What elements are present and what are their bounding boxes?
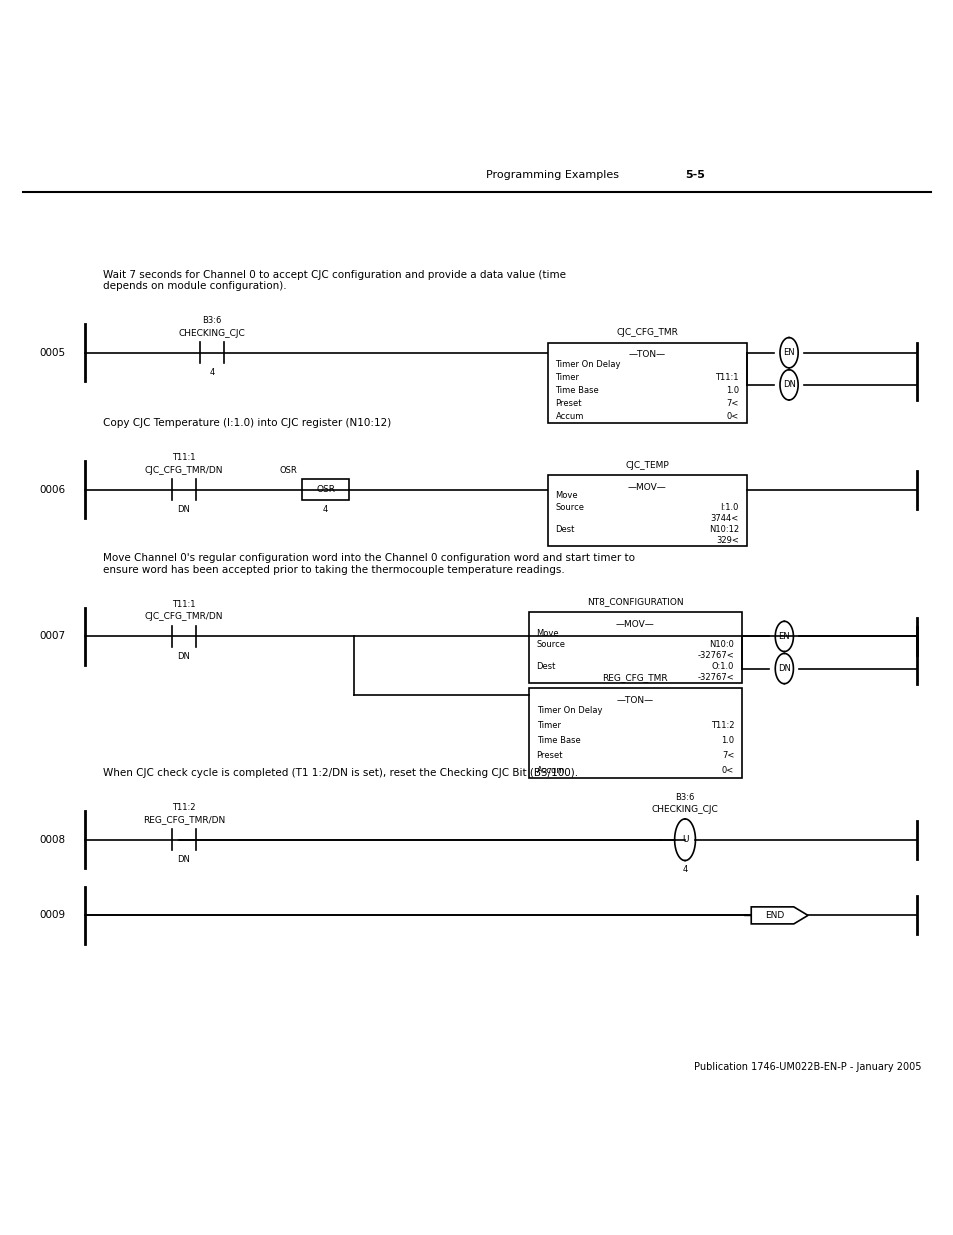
- Text: 0<: 0<: [726, 412, 739, 421]
- Text: Time Base: Time Base: [555, 387, 598, 395]
- Text: 7<: 7<: [726, 399, 739, 408]
- Text: END: END: [764, 911, 783, 920]
- Text: Move Channel 0's regular configuration word into the Channel 0 configuration wor: Move Channel 0's regular configuration w…: [103, 553, 635, 576]
- Text: T11:2: T11:2: [172, 803, 195, 813]
- Text: -32767<: -32767<: [697, 673, 734, 682]
- Text: DN: DN: [177, 652, 190, 661]
- Bar: [529, 688, 741, 778]
- Text: EN: EN: [782, 348, 794, 357]
- Text: Programming Examples: Programming Examples: [485, 169, 618, 180]
- Text: —MOV—: —MOV—: [616, 620, 654, 629]
- Bar: [529, 613, 741, 683]
- Text: DN: DN: [177, 505, 190, 514]
- Text: U: U: [681, 835, 687, 845]
- Text: 1.0: 1.0: [725, 387, 739, 395]
- Text: Timer On Delay: Timer On Delay: [555, 359, 620, 369]
- Bar: [547, 475, 746, 546]
- Text: O:1.0: O:1.0: [711, 662, 734, 671]
- Text: Move: Move: [536, 629, 558, 637]
- Text: 4: 4: [323, 505, 328, 514]
- Text: —TON—: —TON—: [628, 351, 665, 359]
- Text: Copy CJC Temperature (I:1.0) into CJC register (N10:12): Copy CJC Temperature (I:1.0) into CJC re…: [103, 419, 392, 429]
- Text: I:1.0: I:1.0: [720, 503, 739, 511]
- Text: DN: DN: [781, 380, 795, 389]
- Text: CJC_TEMP: CJC_TEMP: [624, 461, 668, 469]
- Text: EN: EN: [778, 632, 789, 641]
- Bar: [547, 343, 746, 424]
- Text: DN: DN: [777, 664, 790, 673]
- Text: Timer: Timer: [555, 373, 578, 382]
- Text: Source: Source: [555, 503, 584, 511]
- Text: 3744<: 3744<: [710, 514, 739, 522]
- Text: CHECKING_CJC: CHECKING_CJC: [651, 805, 718, 814]
- Text: Dest: Dest: [536, 662, 556, 671]
- Text: Accum: Accum: [536, 766, 564, 774]
- Text: OSR: OSR: [315, 485, 335, 494]
- Text: T11:1: T11:1: [172, 453, 195, 462]
- Polygon shape: [750, 906, 807, 924]
- Text: —TON—: —TON—: [617, 695, 653, 704]
- Text: 329<: 329<: [716, 536, 739, 545]
- Text: REG_CFG_TMR: REG_CFG_TMR: [602, 673, 667, 682]
- Text: CJC_CFG_TMR/DN: CJC_CFG_TMR/DN: [145, 613, 223, 621]
- Text: T11:1: T11:1: [172, 600, 195, 609]
- Text: DN: DN: [177, 855, 190, 863]
- Text: Accum: Accum: [555, 412, 583, 421]
- Text: 5-5: 5-5: [684, 169, 704, 180]
- Text: 0005: 0005: [39, 348, 66, 358]
- Text: Publication 1746-UM022B-EN-P - January 2005: Publication 1746-UM022B-EN-P - January 2…: [693, 1062, 921, 1072]
- Text: NT8_CONFIGURATION: NT8_CONFIGURATION: [586, 598, 683, 606]
- Text: Time Base: Time Base: [536, 736, 579, 745]
- Text: —MOV—: —MOV—: [627, 483, 666, 492]
- Text: REG_CFG_TMR/DN: REG_CFG_TMR/DN: [143, 815, 225, 825]
- Text: 0007: 0007: [39, 631, 66, 641]
- Text: OSR: OSR: [279, 466, 297, 474]
- Text: Timer: Timer: [536, 721, 560, 730]
- Text: 0009: 0009: [39, 910, 66, 920]
- Text: 0008: 0008: [39, 835, 66, 845]
- Text: T11:1: T11:1: [715, 373, 739, 382]
- Text: B3:6: B3:6: [675, 793, 694, 802]
- Text: 7<: 7<: [721, 751, 734, 760]
- Text: 0<: 0<: [721, 766, 734, 774]
- Text: When CJC check cycle is completed (T1 1:2/DN is set), reset the Checking CJC Bit: When CJC check cycle is completed (T1 1:…: [103, 768, 578, 778]
- Text: B3:6: B3:6: [202, 316, 222, 325]
- Text: Move: Move: [555, 492, 578, 500]
- Text: Dest: Dest: [555, 525, 575, 534]
- Text: 4: 4: [210, 368, 214, 377]
- Text: CJC_CFG_TMR/DN: CJC_CFG_TMR/DN: [145, 466, 223, 474]
- Text: Preset: Preset: [555, 399, 581, 408]
- Text: N10:12: N10:12: [708, 525, 739, 534]
- Text: N10:0: N10:0: [709, 640, 734, 648]
- Text: 0006: 0006: [39, 485, 66, 495]
- Text: Timer On Delay: Timer On Delay: [536, 706, 601, 715]
- Text: CJC_CFG_TMR: CJC_CFG_TMR: [616, 329, 678, 337]
- Bar: [302, 479, 349, 500]
- Text: -32767<: -32767<: [697, 651, 734, 659]
- Text: 1.0: 1.0: [720, 736, 734, 745]
- Text: Source: Source: [536, 640, 565, 648]
- Text: T11:2: T11:2: [710, 721, 734, 730]
- Text: CHECKING_CJC: CHECKING_CJC: [178, 329, 245, 337]
- Text: 4: 4: [681, 866, 687, 874]
- Text: Wait 7 seconds for Channel 0 to accept CJC configuration and provide a data valu: Wait 7 seconds for Channel 0 to accept C…: [103, 269, 566, 291]
- Text: Preset: Preset: [536, 751, 562, 760]
